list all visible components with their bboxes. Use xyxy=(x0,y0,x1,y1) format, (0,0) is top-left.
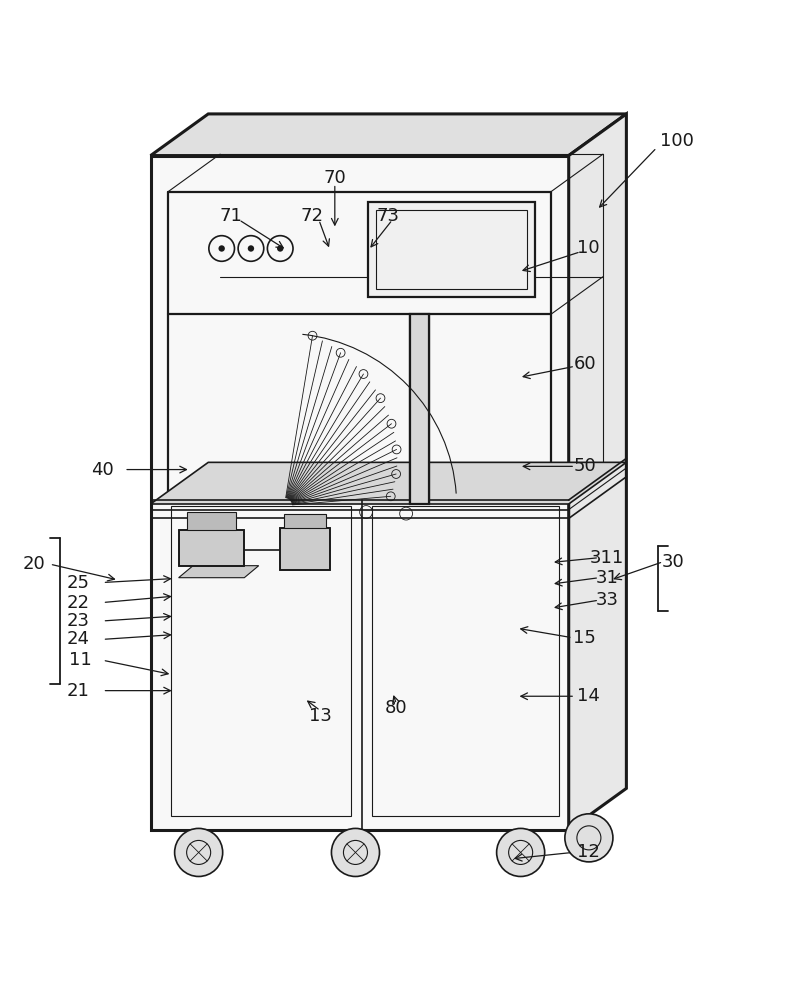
Text: 21: 21 xyxy=(67,682,90,700)
Text: 12: 12 xyxy=(578,843,600,861)
Text: 22: 22 xyxy=(67,594,90,612)
Text: 60: 60 xyxy=(574,355,596,373)
Bar xyxy=(410,314,429,504)
Bar xyxy=(171,506,352,816)
Polygon shape xyxy=(179,566,259,578)
Text: 311: 311 xyxy=(590,549,624,567)
Text: 10: 10 xyxy=(578,239,600,257)
Text: 33: 33 xyxy=(596,591,618,609)
Text: 73: 73 xyxy=(376,207,399,225)
Text: 13: 13 xyxy=(309,707,332,725)
Circle shape xyxy=(332,828,380,876)
Circle shape xyxy=(219,245,225,252)
Circle shape xyxy=(248,245,254,252)
Polygon shape xyxy=(569,114,626,830)
Circle shape xyxy=(175,828,223,876)
Text: 50: 50 xyxy=(574,457,596,475)
Bar xyxy=(372,506,559,816)
Text: 24: 24 xyxy=(67,630,90,648)
Text: 14: 14 xyxy=(578,687,600,705)
Text: 31: 31 xyxy=(596,569,618,587)
Bar xyxy=(284,514,326,528)
Bar xyxy=(376,210,527,289)
Circle shape xyxy=(497,828,545,876)
Polygon shape xyxy=(151,114,626,156)
Text: 25: 25 xyxy=(67,574,90,592)
Polygon shape xyxy=(151,462,626,504)
Text: 72: 72 xyxy=(301,207,324,225)
Text: 80: 80 xyxy=(385,699,408,717)
Bar xyxy=(179,530,244,566)
Bar xyxy=(179,530,244,566)
Text: 23: 23 xyxy=(67,612,90,630)
Text: 20: 20 xyxy=(22,555,45,573)
Bar xyxy=(280,528,330,570)
Text: 40: 40 xyxy=(91,461,114,479)
Text: 100: 100 xyxy=(660,132,694,150)
Circle shape xyxy=(277,245,284,252)
Bar xyxy=(280,528,330,570)
Bar xyxy=(368,202,535,297)
Text: 11: 11 xyxy=(69,651,91,669)
Text: 70: 70 xyxy=(324,169,346,187)
Bar xyxy=(187,512,236,530)
Text: 15: 15 xyxy=(574,629,596,647)
Polygon shape xyxy=(151,156,569,830)
Circle shape xyxy=(565,814,613,862)
Text: 71: 71 xyxy=(219,207,242,225)
Text: 30: 30 xyxy=(662,553,684,571)
